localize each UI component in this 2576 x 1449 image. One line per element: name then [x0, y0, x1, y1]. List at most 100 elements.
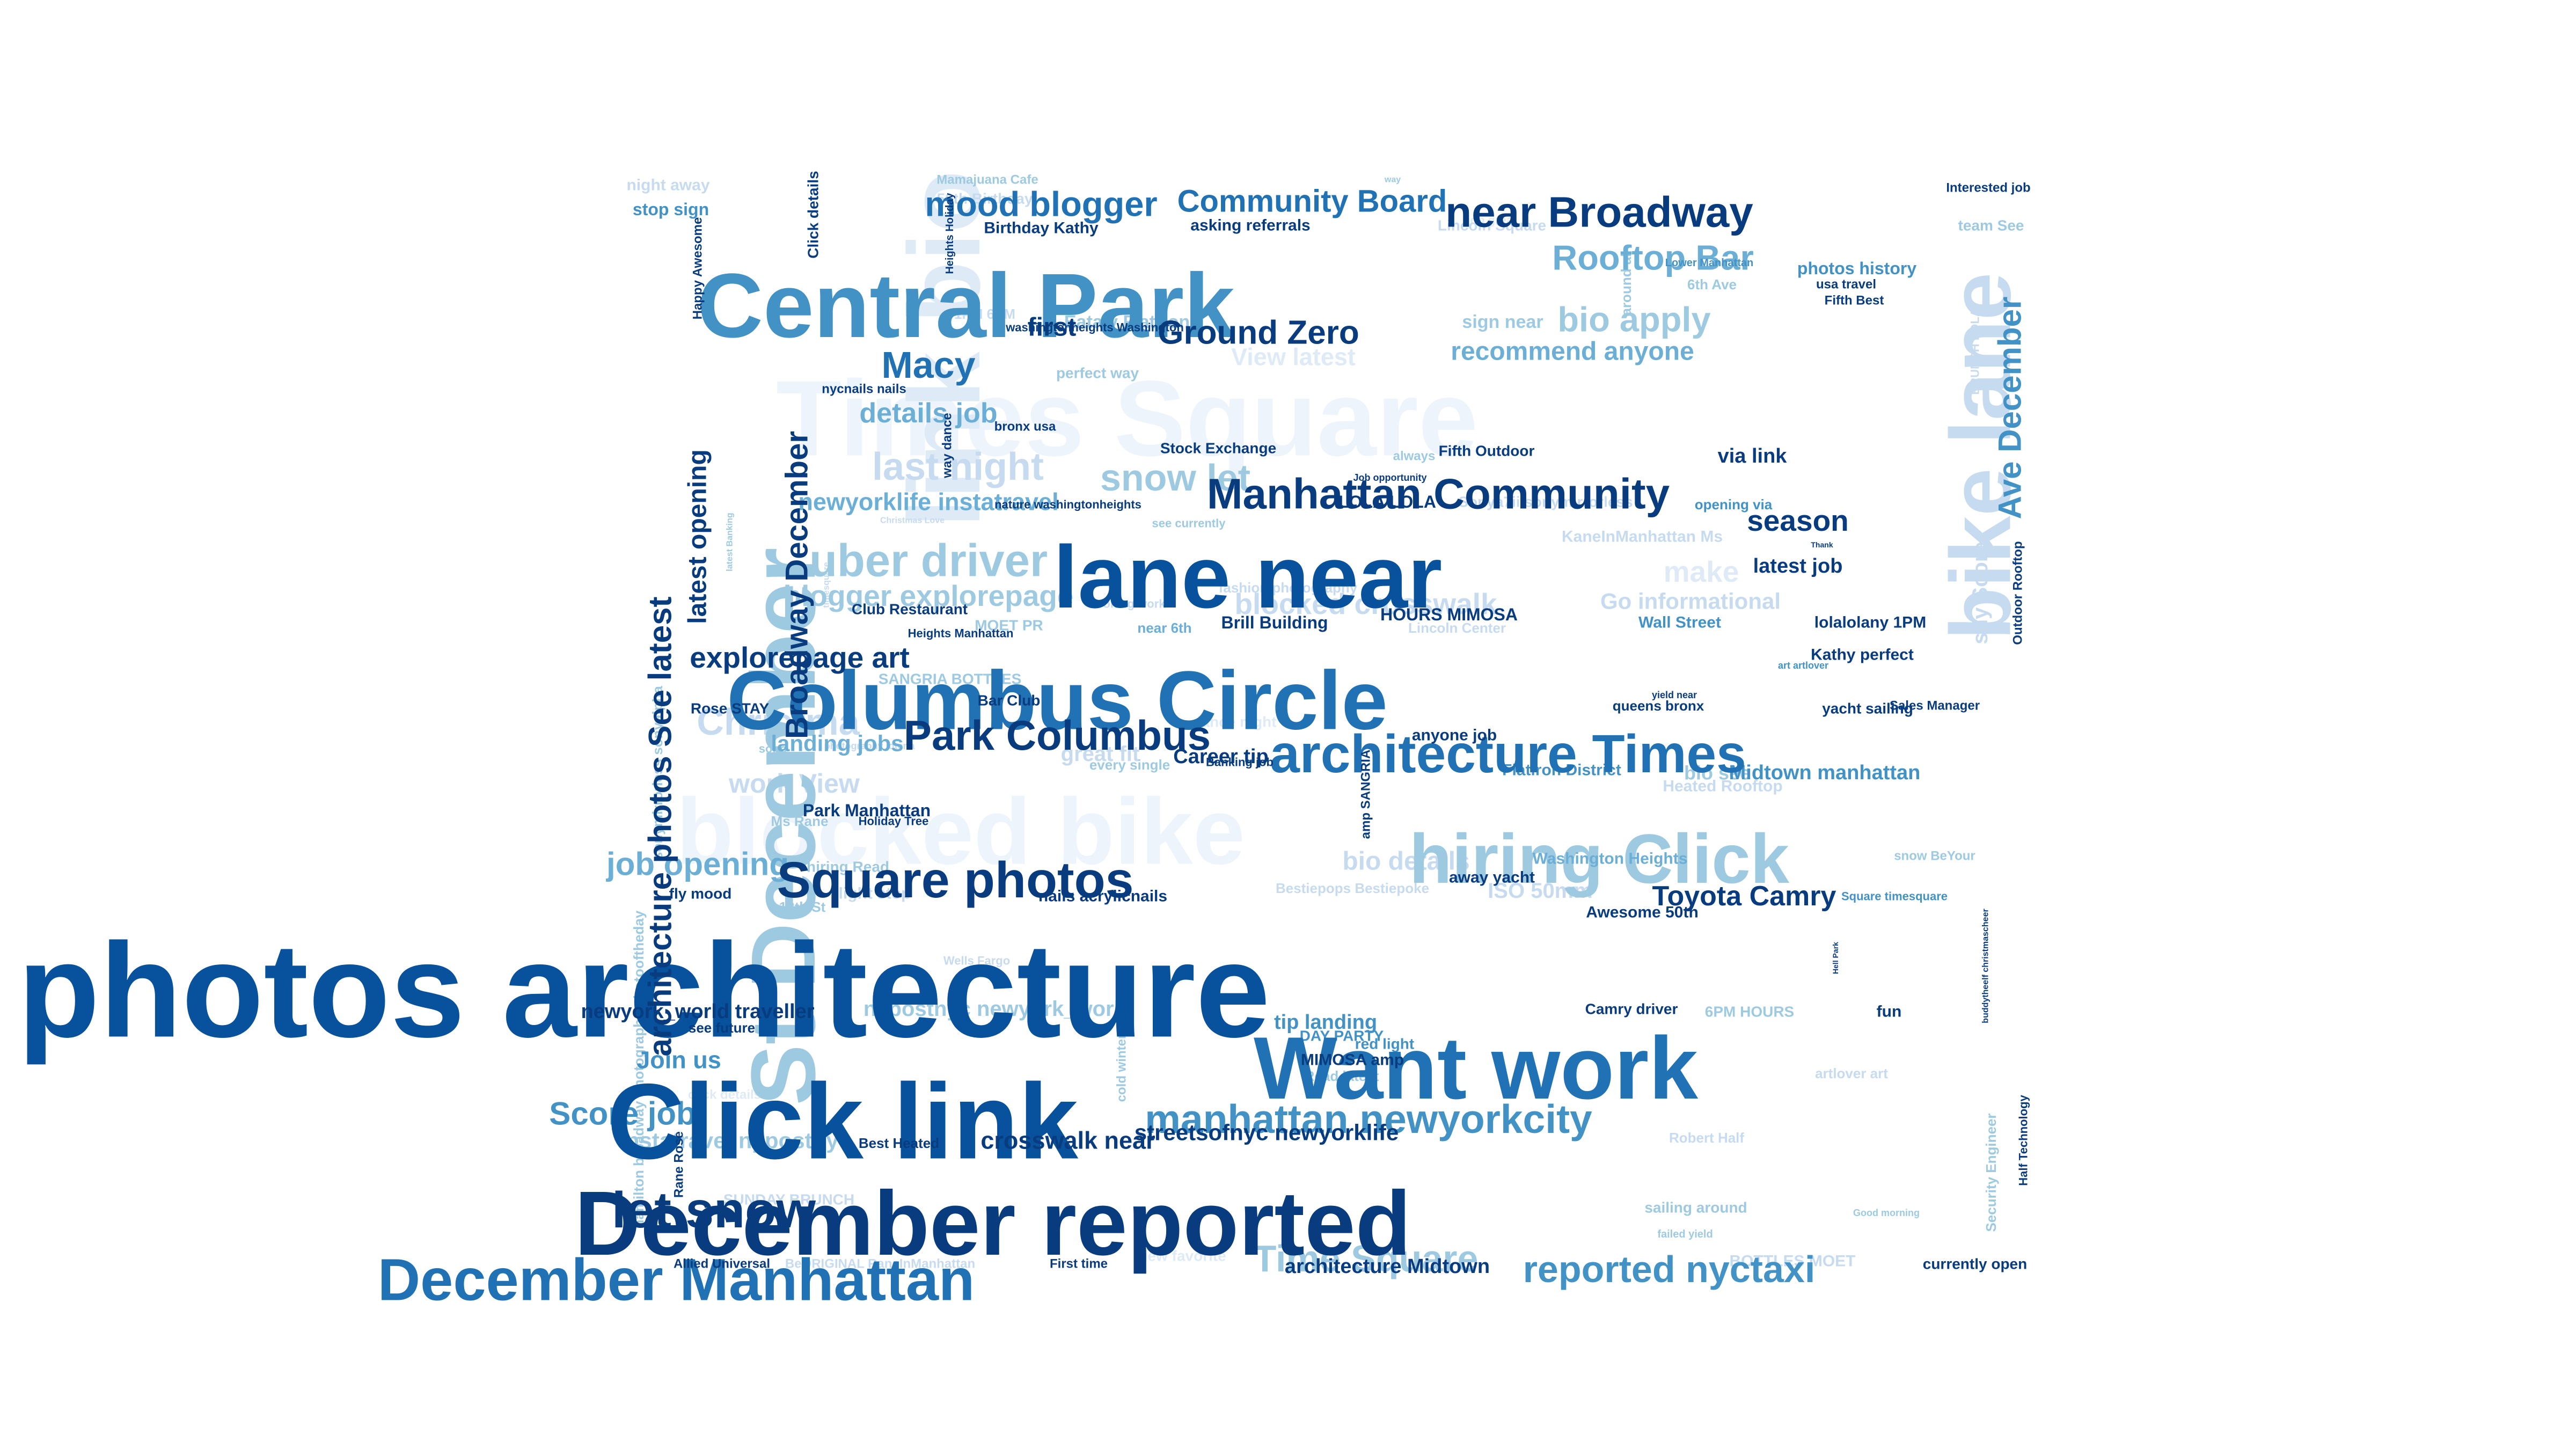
word-season: season — [1747, 504, 1849, 537]
word-shy-score: shy Score — [1968, 541, 1992, 644]
word-dance-night: dance night — [1192, 714, 1276, 730]
word-square-photos: Square photos — [777, 852, 1133, 909]
word-manhattan-newyorkcity: manhattan newyorkcity — [1145, 1096, 1592, 1141]
word-landing-jobs: landing jobs — [771, 731, 903, 756]
word-fun: fun — [1877, 1003, 1902, 1021]
word-good-morning: Good morning — [1853, 1208, 1920, 1218]
word-last-night: last night — [872, 445, 1044, 488]
word-ms-rane: Ms Rane — [771, 813, 829, 829]
word-job-great: job great — [1467, 214, 1518, 227]
word-recommend-anyone: recommend anyone — [1451, 338, 1694, 366]
word-midtown-manhattan: Midtown manhattan — [1729, 762, 1921, 784]
word-blocked-crosswalk: blocked crosswalk — [1234, 587, 1497, 620]
word-hiring-click: hiring Click — [1409, 819, 1790, 898]
word-6pm-hours: 6PM HOURS — [1705, 1004, 1794, 1020]
word-hiring-click: hiring Click — [1409, 819, 1790, 898]
word-way: way — [1384, 175, 1401, 185]
word-away-yacht: away yacht — [1449, 869, 1535, 887]
word-cold-winter: cold winter — [1115, 1034, 1129, 1102]
word-hiring-read: hiring Read — [807, 859, 889, 875]
word-link-bio: link bio — [888, 171, 1001, 528]
word-go-informational: Go informational — [1600, 589, 1781, 614]
word-photos-history: photos history — [1797, 259, 1916, 278]
word-nycnails-nails: nycnails nails — [822, 382, 906, 397]
word-tip-landing: tip landing — [1274, 1011, 1377, 1034]
word-half-technology: Half Technology — [2017, 1094, 2030, 1185]
word-bio-see: bio see — [1684, 762, 1751, 784]
word-community-board: Community Board — [1177, 184, 1447, 219]
word-beoriginal-raneinmanhattan: BeORIGINAL RaneInManhattan — [785, 1257, 975, 1271]
word-moet-pr: MOET PR — [975, 617, 1043, 634]
word-instatravel-nypostnyc: instatravel nypostnyc — [619, 1128, 851, 1153]
word-fashion-photography: fashion photography — [1219, 580, 1358, 596]
word-let-snow: let snow — [612, 1182, 816, 1239]
word-nature-washingtonheights: nature washingtonheights — [994, 498, 1141, 511]
word-christma: Christma — [697, 701, 860, 743]
word-usa-travel: usa travel — [1816, 277, 1876, 292]
word-sonya7ii-sonymirrorless: Sonya7ii sonymirrorless — [1458, 494, 1633, 510]
word-latest-job: latest job — [1753, 555, 1843, 577]
word-around-al: around al — [1618, 253, 1634, 316]
word-view-latest: View latest — [1231, 343, 1356, 371]
word-times-square: Times Square — [776, 359, 1478, 479]
word-flatiron-district: Flatiron District — [1502, 762, 1621, 779]
word-sailing-around: sailing around — [1644, 1199, 1747, 1216]
word-columbus-circle: Columbus Circle — [727, 654, 1388, 747]
word-yacht-sailing: yacht sailing — [1822, 700, 1913, 717]
word-via-link: via link — [1718, 445, 1788, 467]
word-photography-loteria: photography loteria — [824, 741, 915, 751]
word-park-columbus: Park Columbus — [904, 712, 1211, 759]
word-night-away: night away — [626, 177, 709, 194]
word-join-us: Join us — [636, 1046, 721, 1074]
word-mimosa-amp: MIMOSA amp — [1301, 1051, 1404, 1069]
word-awesome-50th: Awesome 50th — [1586, 904, 1699, 921]
word-1pm-6pm: 1PM 6PM — [954, 306, 1015, 322]
word-mood-blogger: mood blogger — [925, 185, 1157, 224]
word-red-light: red light — [1355, 1036, 1414, 1052]
word-job-opening: job opening — [606, 846, 789, 882]
word-make: make — [1664, 555, 1739, 588]
word-sales-manager: Sales Manager — [1890, 699, 1980, 713]
word-queens-bronx: queens bronx — [1613, 698, 1704, 714]
word-stop-sign: stop sign — [633, 200, 709, 219]
word-iso-50mm: ISO 50mm — [1488, 879, 1593, 903]
word-robert-half: Robert Half — [1669, 1130, 1744, 1146]
word-heights-manhattan: Heights Manhattan — [908, 627, 1014, 640]
word-see-currently: see currently — [1152, 517, 1226, 530]
word-brunch-lola: BRUNCH LOLA — [1968, 308, 1982, 394]
word-snow-let: snow let — [1100, 457, 1250, 499]
word-december-manhattan: December Manhattan — [378, 1247, 975, 1313]
word-security-engineer: Security Engineer — [1983, 1113, 1999, 1232]
word-hamilton-broadway: hamilton broadway — [631, 1101, 647, 1228]
word-birthday-kathy: Birthday Kathy — [984, 219, 1099, 237]
word-uber-driver: uber driver — [809, 536, 1048, 587]
word-always: always — [1393, 449, 1436, 464]
word-holiday-tree: Holiday Tree — [859, 815, 929, 828]
word-failed-yield: failed yield — [1657, 1228, 1713, 1240]
word-interested-job: Interested job — [1946, 181, 2030, 195]
word-ground-zero: Ground Zero — [1158, 314, 1359, 352]
word-heated-rooftop: Heated Rooftop — [1663, 778, 1782, 795]
word-near-6th: near 6th — [1137, 620, 1191, 636]
word-lower-manhattan: Lower Manhattan — [1665, 257, 1753, 269]
word-macy: Macy — [881, 344, 975, 386]
word-sangria-bottles: SANGRIA BOTTLES — [879, 671, 1022, 687]
word-great-fit: great fit — [1061, 742, 1140, 766]
word-sign-near: sign near — [1462, 312, 1543, 332]
word-team-see: team See — [1958, 217, 2024, 234]
word-lane-near: lane near — [1053, 528, 1443, 626]
word-asking-referrals: asking referrals — [1190, 217, 1310, 235]
word-bio-details: bio details — [1342, 847, 1469, 876]
word-nails-acrylicnails: nails acrylicnails — [1038, 888, 1167, 905]
word-first: first — [1028, 313, 1077, 342]
word-sunday-brunch: SUNDAY BRUNCH — [723, 1191, 854, 1208]
word-best-heated: Best Heated — [859, 1135, 939, 1151]
word-park-manhattan: Park Manhattan — [803, 801, 931, 820]
word-yield-near: yield near — [1652, 690, 1697, 700]
word-click-link: Click link — [607, 1062, 1079, 1182]
word-artlover-art: artlover art — [1815, 1065, 1888, 1081]
word-christmas-love: Christmas Love — [880, 516, 945, 525]
word-st-december: St December — [733, 547, 835, 1105]
word-heights-holiday: Heights Holiday — [944, 193, 956, 274]
word-sonymirrorless-sonyalpha: sonymirrorless sonyalpha — [649, 686, 665, 860]
